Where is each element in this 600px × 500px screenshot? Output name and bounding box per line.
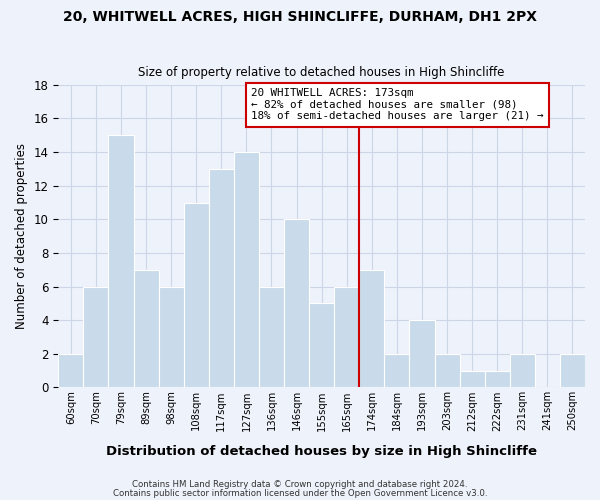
Bar bbox=[184, 202, 209, 388]
Bar bbox=[560, 354, 585, 388]
Bar bbox=[409, 320, 434, 388]
Bar bbox=[58, 354, 83, 388]
Bar bbox=[309, 304, 334, 388]
Text: 20 WHITWELL ACRES: 173sqm
← 82% of detached houses are smaller (98)
18% of semi-: 20 WHITWELL ACRES: 173sqm ← 82% of detac… bbox=[251, 88, 544, 122]
Title: Size of property relative to detached houses in High Shincliffe: Size of property relative to detached ho… bbox=[139, 66, 505, 80]
Bar bbox=[510, 354, 535, 388]
Bar bbox=[284, 220, 309, 388]
Bar bbox=[359, 270, 385, 388]
Bar bbox=[385, 354, 409, 388]
Text: Contains HM Land Registry data © Crown copyright and database right 2024.: Contains HM Land Registry data © Crown c… bbox=[132, 480, 468, 489]
Bar bbox=[209, 169, 234, 388]
Y-axis label: Number of detached properties: Number of detached properties bbox=[15, 143, 28, 329]
X-axis label: Distribution of detached houses by size in High Shincliffe: Distribution of detached houses by size … bbox=[106, 444, 537, 458]
Text: 20, WHITWELL ACRES, HIGH SHINCLIFFE, DURHAM, DH1 2PX: 20, WHITWELL ACRES, HIGH SHINCLIFFE, DUR… bbox=[63, 10, 537, 24]
Bar bbox=[109, 136, 134, 388]
Bar bbox=[334, 286, 359, 388]
Bar bbox=[259, 286, 284, 388]
Bar bbox=[460, 370, 485, 388]
Bar bbox=[234, 152, 259, 388]
Bar bbox=[485, 370, 510, 388]
Bar bbox=[434, 354, 460, 388]
Text: Contains public sector information licensed under the Open Government Licence v3: Contains public sector information licen… bbox=[113, 489, 487, 498]
Bar bbox=[134, 270, 158, 388]
Bar bbox=[158, 286, 184, 388]
Bar bbox=[83, 286, 109, 388]
